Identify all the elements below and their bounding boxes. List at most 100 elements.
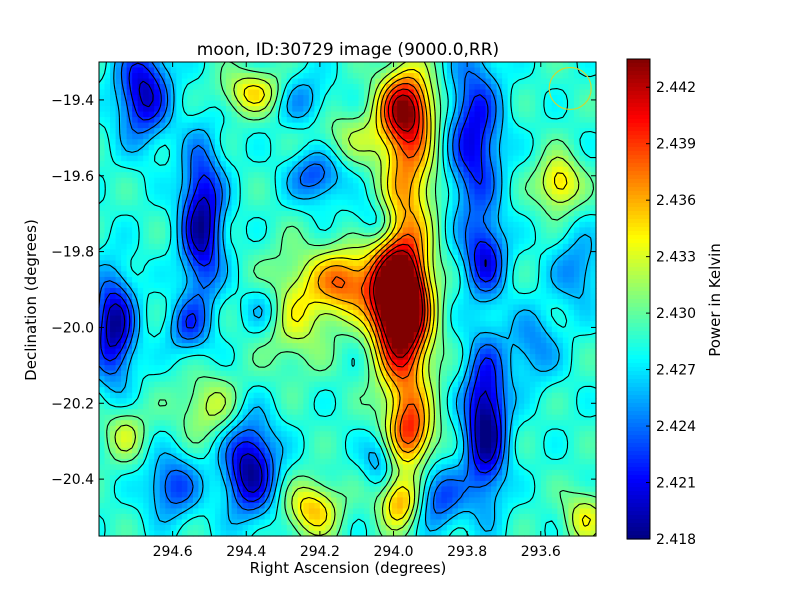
heatmap-cell [231,166,238,173]
heatmap-cell [270,161,277,168]
heatmap-cell [457,299,465,306]
heatmap-cell [491,243,498,250]
heatmap-cell [148,232,155,239]
heatmap-cell [281,216,288,223]
heatmap-cell [286,117,293,124]
heatmap-cell [546,315,553,322]
heatmap-cell [485,343,492,350]
heatmap-cell [281,276,288,284]
heatmap-cell [347,144,354,151]
heatmap-cell [292,210,299,217]
heatmap-cell [380,227,387,234]
heatmap-cell [198,310,205,317]
heatmap-cell [435,287,442,295]
heatmap-cell [110,205,117,212]
heatmap-cell [99,205,106,212]
heatmap-cell [181,95,188,102]
heatmap-cell [480,210,487,217]
heatmap-cell [341,128,349,135]
heatmap-cell [143,84,150,91]
heatmap-cell [441,183,448,190]
heatmap-cell [435,122,442,129]
heatmap-cell [446,205,454,212]
heatmap-cell [568,205,575,212]
heatmap-cell [341,205,349,212]
heatmap-cell [485,265,492,273]
heatmap-cell [557,310,564,317]
heatmap-cell [192,238,199,245]
heatmap-cell [408,287,415,295]
heatmap-cell [590,117,597,124]
heatmap-cell [126,150,133,157]
heatmap-cell [413,227,420,234]
heatmap-cell [115,194,122,201]
heatmap-cell [446,343,454,350]
heatmap-cell [303,139,310,146]
heatmap-cell [435,194,442,201]
heatmap-cell [99,238,106,245]
heatmap-cell [281,183,288,190]
heatmap-cell [121,67,128,74]
heatmap-cell [430,282,437,289]
heatmap-cell [187,144,194,151]
heatmap-cell [452,337,459,344]
heatmap-cell [347,100,354,107]
heatmap-cell [391,194,398,201]
heatmap-cell [402,321,409,328]
heatmap-cell [402,243,409,250]
heatmap-cell [231,232,238,239]
heatmap-cell [540,73,547,80]
heatmap-cell [325,265,332,273]
heatmap-cell [557,133,564,140]
heatmap-cell [562,205,569,212]
heatmap-cell [253,78,260,85]
heatmap-cell [485,205,492,212]
heatmap-cell [397,205,404,212]
heatmap-cell [485,144,492,151]
heatmap-cell [154,100,161,107]
heatmap-cell [132,117,139,124]
heatmap-cell [386,321,393,328]
heatmap-cell [491,78,498,85]
heatmap-cell [115,299,122,306]
heatmap-cell [220,133,227,140]
heatmap-cell [325,326,332,333]
heatmap-cell [353,100,360,107]
heatmap-cell [562,161,569,168]
heatmap-cell [237,84,244,91]
heatmap-cell [137,332,144,339]
heatmap-cell [220,348,227,355]
heatmap-cell [341,359,349,366]
heatmap-cell [214,315,222,322]
heatmap-cell [110,365,117,372]
heatmap-cell [463,299,470,306]
heatmap-cell [308,210,315,217]
heatmap-cell [319,365,327,372]
heatmap-cell [496,166,503,173]
heatmap-cell [496,315,503,322]
heatmap-cell [198,271,205,278]
heatmap-cell [430,106,437,113]
heatmap-cell [551,139,558,146]
heatmap-cell [518,271,525,278]
heatmap-cell [121,73,128,80]
heatmap-cell [275,67,282,74]
heatmap-cell [391,359,398,366]
heatmap-cell [584,133,592,140]
heatmap-cell [292,161,299,168]
heatmap-cell [270,111,277,118]
heatmap-cell [259,172,266,179]
heatmap-cell [529,299,536,306]
heatmap-cell [590,249,597,256]
heatmap-cell [413,111,420,118]
heatmap-cell [242,271,249,278]
heatmap-cell [535,73,542,80]
heatmap-cell [524,106,531,113]
heatmap-cell [397,183,404,190]
heatmap-cell [198,210,205,217]
heatmap-cell [187,326,194,333]
heatmap-cell [369,128,376,135]
heatmap-cell [397,265,404,273]
heatmap-cell [292,188,299,195]
heatmap-cell [584,249,592,256]
